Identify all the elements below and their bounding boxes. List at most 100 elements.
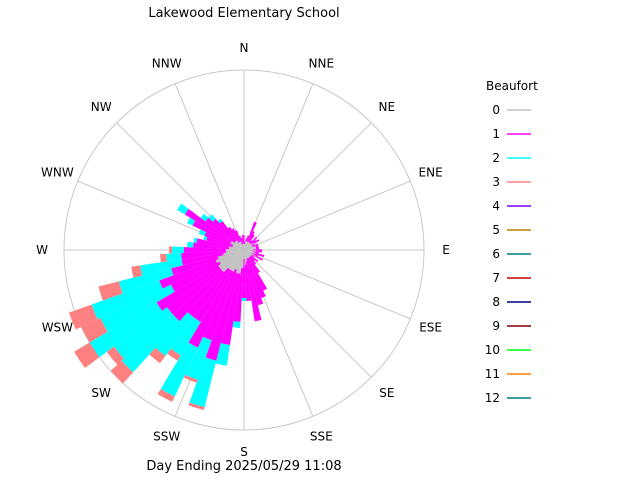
petal-3-beaufort-0 xyxy=(244,241,248,250)
petal-6-beaufort-0 xyxy=(244,242,250,250)
rose-bars xyxy=(68,203,268,411)
direction-label-e: E xyxy=(442,243,450,257)
petal-57-beaufort-2 xyxy=(217,218,223,224)
petal-61-beaufort-0 xyxy=(241,244,244,250)
petal-53-beaufort-2 xyxy=(187,217,196,226)
petal-41-beaufort-2 xyxy=(113,307,173,359)
petal-56-beaufort-2 xyxy=(208,214,216,222)
petal-11-beaufort-0 xyxy=(244,245,253,250)
petal-52-beaufort-0 xyxy=(232,244,244,250)
petal-49-beaufort-0 xyxy=(229,247,244,250)
petal-30-beaufort-0 xyxy=(244,250,247,262)
petal-34-beaufort-0 xyxy=(238,250,244,274)
petal-37-beaufort-0 xyxy=(231,250,244,272)
petal-45-beaufort-0 xyxy=(217,250,244,260)
petal-18-beaufort-1 xyxy=(252,251,259,254)
legend-label-10: 10 xyxy=(485,343,500,357)
petal-40-beaufort-1 xyxy=(172,270,224,322)
petal-3-beaufort-1 xyxy=(246,235,250,242)
petal-48-beaufort-1 xyxy=(183,247,227,253)
petal-4-beaufort-1 xyxy=(247,221,257,242)
petal-48-beaufort-0 xyxy=(226,249,244,251)
direction-label-s: S xyxy=(240,445,248,459)
petal-41-beaufort-0 xyxy=(219,250,244,271)
direction-label-nne: NNE xyxy=(309,56,335,70)
legend-label-12: 12 xyxy=(485,391,500,405)
direction-label-nw: NW xyxy=(91,100,112,114)
petal-12-beaufort-1 xyxy=(252,243,259,247)
direction-label-wsw: WSW xyxy=(42,320,73,334)
petal-48-beaufort-3 xyxy=(169,246,173,254)
petal-59-beaufort-1 xyxy=(231,228,241,243)
petal-1-beaufort-0 xyxy=(244,244,245,250)
petal-16-beaufort-1 xyxy=(252,249,262,251)
petal-44-beaufort-1 xyxy=(159,260,217,289)
petal-62-beaufort-0 xyxy=(242,244,244,250)
petal-18-beaufort-0 xyxy=(244,250,253,253)
petal-60-beaufort-0 xyxy=(240,241,244,250)
petal-50-beaufort-2 xyxy=(193,237,198,243)
petal-42-beaufort-2 xyxy=(89,302,163,358)
petal-41-beaufort-3 xyxy=(106,346,124,365)
petal-58-beaufort-1 xyxy=(227,226,240,243)
petal-51-beaufort-2 xyxy=(203,235,208,241)
legend-label-11: 11 xyxy=(485,367,500,381)
petal-38-beaufort-0 xyxy=(229,250,244,271)
legend-label-9: 9 xyxy=(492,319,500,333)
direction-label-sw: SW xyxy=(91,386,111,400)
legend-label-6: 6 xyxy=(492,247,500,261)
petal-21-beaufort-0 xyxy=(244,250,255,257)
legend-label-2: 2 xyxy=(492,151,500,165)
petal-39-beaufort-2 xyxy=(155,312,194,357)
petal-46-beaufort-1 xyxy=(181,253,224,266)
petal-20-beaufort-1 xyxy=(252,253,259,257)
petal-40-beaufort-0 xyxy=(221,250,244,273)
petal-22-beaufort-0 xyxy=(244,250,252,256)
petal-16-beaufort-0 xyxy=(244,249,254,251)
petal-44-beaufort-3 xyxy=(68,304,98,330)
petal-4-beaufort-0 xyxy=(244,241,248,250)
petal-20-beaufort-0 xyxy=(244,250,253,254)
petal-34-beaufort-1 xyxy=(220,273,241,345)
petal-55-beaufort-2 xyxy=(200,213,209,222)
petal-24-beaufort-1 xyxy=(250,256,256,262)
petal-35-beaufort-2 xyxy=(189,357,217,408)
spoke-se xyxy=(243,249,372,378)
petal-43-beaufort-2 xyxy=(100,284,175,332)
legend-label-7: 7 xyxy=(492,271,500,285)
petal-48-beaufort-2 xyxy=(172,246,185,254)
petal-36-beaufort-2 xyxy=(184,336,212,380)
petal-63-beaufort-0 xyxy=(243,244,244,250)
petal-23-beaufort-1 xyxy=(250,255,259,263)
petal-37-beaufort-2 xyxy=(160,342,198,397)
petal-28-beaufort-0 xyxy=(244,250,248,259)
petal-42-beaufort-3 xyxy=(74,342,100,368)
petal-13-beaufort-0 xyxy=(244,245,256,250)
petal-31-beaufort-0 xyxy=(244,250,247,265)
petal-42-beaufort-1 xyxy=(156,265,220,311)
petal-35-beaufort-1 xyxy=(205,272,239,361)
petal-58-beaufort-0 xyxy=(238,242,244,250)
petal-44-beaufort-0 xyxy=(215,250,244,263)
legend-label-0: 0 xyxy=(492,103,500,117)
petal-45-beaufort-3 xyxy=(98,281,123,301)
petal-25-beaufort-1 xyxy=(249,256,257,265)
petal-33-beaufort-0 xyxy=(241,250,244,268)
petal-53-beaufort-1 xyxy=(192,220,232,244)
chart-footer: Day Ending 2025/05/29 11:08 xyxy=(146,459,342,474)
direction-label-nnw: NNW xyxy=(152,56,182,70)
petal-21-beaufort-1 xyxy=(254,255,263,261)
petal-43-beaufort-0 xyxy=(219,250,244,264)
direction-label-ene: ENE xyxy=(419,166,443,180)
direction-label-w: W xyxy=(36,243,48,257)
petal-40-beaufort-2 xyxy=(121,314,180,373)
petal-9-beaufort-1 xyxy=(250,239,257,245)
petal-29-beaufort-1 xyxy=(246,258,264,306)
petal-55-beaufort-0 xyxy=(234,241,244,250)
petal-36-beaufort-3 xyxy=(183,374,198,383)
petal-15-beaufort-0 xyxy=(244,248,256,250)
petal-12-beaufort-0 xyxy=(244,246,253,250)
petal-15-beaufort-1 xyxy=(255,247,259,250)
petal-39-beaufort-1 xyxy=(187,267,230,318)
petal-8-beaufort-1 xyxy=(250,236,258,244)
